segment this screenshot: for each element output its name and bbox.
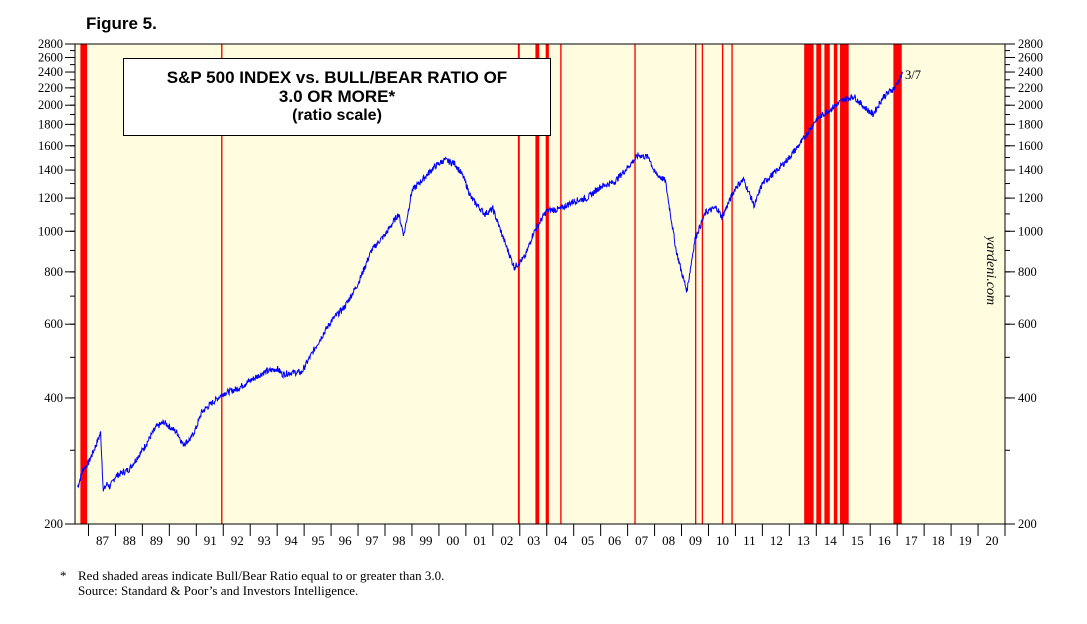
y-tick-label-right: 1600 [1018,139,1043,153]
x-tick-label: 16 [878,533,892,548]
x-tick-label: 02 [500,533,513,548]
x-tick-label: 10 [716,533,729,548]
y-tick-label-left: 2200 [38,81,63,95]
y-tick-label-left: 200 [44,517,63,531]
y-tick-label-right: 2200 [1018,81,1043,95]
y-axis-right: 200 400 600 800 1000 1200 1400 1600 1800 2000 2200… [1005,37,1043,531]
x-tick-label: 03 [527,533,540,548]
x-tick-label: 96 [339,533,353,548]
x-tick-label: 97 [366,533,380,548]
shaded-period-6 [560,44,562,524]
x-tick-label: 89 [150,533,163,548]
x-tick-label: 08 [662,533,675,548]
bull-bear-shaded-areas [80,44,902,524]
x-tick-label: 91 [204,533,217,548]
y-tick-label-left: 2400 [38,65,63,79]
x-tick-label: 17 [905,533,919,548]
shaded-period-8 [695,44,697,524]
shaded-period-2 [221,44,223,524]
shaded-period-3 [517,44,520,524]
y-tick-label-left: 600 [44,317,63,331]
shaded-period-7 [634,44,636,524]
x-tick-label: 13 [797,533,810,548]
x-tick-label: 95 [312,533,325,548]
y-tick-label-left: 1600 [38,139,63,153]
x-tick-label: 92 [231,533,244,548]
y-tick-label-right: 800 [1018,265,1037,279]
footnote-note: Red shaded areas indicate Bull/Bear Rati… [78,568,445,583]
x-tick-label: 07 [635,533,649,548]
y-tick-label-right: 200 [1018,517,1037,531]
y-tick-label-left: 800 [44,265,63,279]
x-tick-label: 15 [851,533,864,548]
title-line-2: 3.0 OR MORE* [278,87,396,106]
x-tick-label: 18 [932,533,945,548]
y-tick-label-right: 1000 [1018,224,1043,238]
y-tick-label-right: 2000 [1018,98,1043,112]
shaded-period-9 [701,44,704,524]
title-line-1: S&P 500 INDEX vs. BULL/BEAR RATIO OF [166,68,508,87]
watermark: yardeni.com [983,236,998,305]
shaded-period-5 [545,44,549,524]
shaded-period-4 [535,44,540,524]
x-tick-label: 12 [770,533,783,548]
x-tick-label: 87 [96,533,110,548]
y-tick-label-right: 1200 [1018,191,1043,205]
shaded-period-11 [731,44,733,524]
last-point-label: 3/7 [905,68,921,82]
shaded-period-10 [721,44,724,524]
y-tick-label-right: 1800 [1018,117,1043,131]
x-tick-label: 90 [177,533,190,548]
y-tick-label-left: 1000 [38,224,63,238]
y-tick-label-left: 400 [44,391,63,405]
x-tick-label: 09 [689,533,702,548]
x-tick-label: 04 [554,533,568,548]
y-tick-label-right: 2600 [1018,50,1043,64]
x-tick-label: 99 [419,533,432,548]
y-tick-label-left: 1200 [38,191,63,205]
y-tick-label-left: 1400 [38,163,63,177]
shaded-period-14 [824,44,830,524]
title-line-3: (ratio scale) [292,107,382,124]
x-tick-label: 98 [393,533,406,548]
sp500-line [77,71,904,492]
footnote-star: * [60,568,67,583]
year-ticks [87,524,1006,536]
x-tick-label: 00 [446,533,459,548]
title-box: S&P 500 INDEX vs. BULL/BEAR RATIO OF 3.0… [123,58,551,136]
watermark-text: yardeni.com [983,236,998,305]
x-tick-label: 05 [581,533,594,548]
y-tick-label-right: 2400 [1018,65,1043,79]
x-tick-label: 93 [258,533,271,548]
y-tick-label-right: 2800 [1018,37,1043,51]
y-tick-label-right: 1400 [1018,163,1043,177]
plot-frame [74,43,1006,525]
y-tick-label-right: 600 [1018,317,1037,331]
shaded-period-17 [893,44,902,524]
x-tick-label: 14 [824,533,838,548]
shaded-period-1 [80,44,88,524]
x-axis-labels: 87 88 89 90 91 92 93 94 95 96 97 98 99 00 01 02 03 04 05 06… [96,533,999,548]
y-tick-label-left: 1800 [38,117,63,131]
y-tick-label-left: 2000 [38,98,63,112]
x-tick-label: 01 [473,533,486,548]
x-tick-label: 11 [743,533,756,548]
y-tick-label-left: 2800 [38,37,63,51]
shaded-period-15 [833,44,838,524]
x-tick-label: 20 [986,533,999,548]
footnote: * Red shaded areas indicate Bull/Bear Rat… [60,568,444,598]
footnote-source: Source: Standard & Poor’s and Investors … [78,583,359,598]
x-tick-label: 19 [959,533,972,548]
x-tick-label: 94 [285,533,299,548]
shaded-period-12 [804,44,814,524]
x-tick-label: 88 [123,533,136,548]
y-tick-label-left: 2600 [38,50,63,64]
shaded-period-13 [816,44,822,524]
y-axis-left: 200 400 600 800 1000 1200 1400 1600 1800 2000 2200… [38,37,75,531]
y-tick-label-right: 400 [1018,391,1037,405]
figure-label: Figure 5. [86,14,157,33]
shaded-period-16 [840,44,849,524]
x-tick-label: 06 [608,533,622,548]
